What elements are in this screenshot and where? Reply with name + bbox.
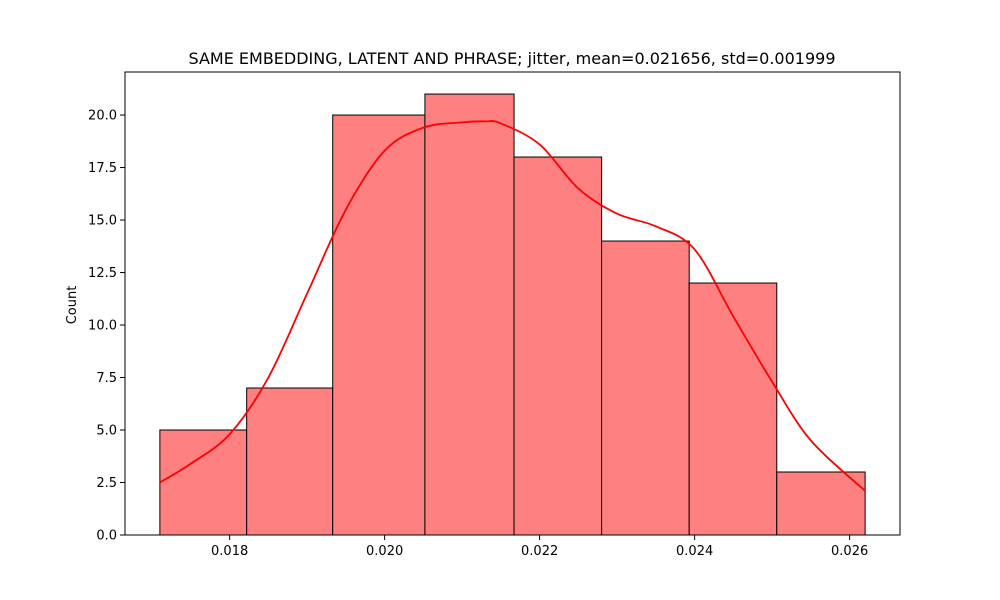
histogram-bar xyxy=(159,429,248,536)
y-tick-label: 7.5 xyxy=(96,371,117,386)
histogram-bar xyxy=(246,387,334,536)
histogram-bar xyxy=(513,156,603,536)
y-tick-label: 5.0 xyxy=(96,424,117,439)
x-tick-label: 0.022 xyxy=(521,544,558,559)
y-axis-ticks: 0.0 2.5 5.0 7.5 10.0 12.5 15.0 17.5 20.0 xyxy=(88,109,125,544)
y-axis-label: Count xyxy=(65,286,80,325)
chart-title: SAME EMBEDDING, LATENT AND PHRASE; jitte… xyxy=(189,49,836,68)
histogram-bar xyxy=(601,240,690,536)
y-tick-label: 12.5 xyxy=(88,266,117,281)
x-tick-label: 0.018 xyxy=(211,544,248,559)
x-tick-label: 0.024 xyxy=(676,544,713,559)
histogram-bar xyxy=(332,114,426,536)
y-tick-label: 20.0 xyxy=(88,109,117,124)
y-tick-label: 17.5 xyxy=(88,161,117,176)
histogram-bar xyxy=(776,471,866,536)
x-axis-ticks: 0.018 0.020 0.022 0.024 0.026 xyxy=(211,535,868,559)
y-tick-label: 15.0 xyxy=(88,214,117,229)
kde-line xyxy=(159,120,866,492)
x-tick-label: 0.020 xyxy=(366,544,403,559)
y-tick-label: 10.0 xyxy=(88,319,117,334)
y-tick-label: 2.5 xyxy=(96,476,117,491)
y-tick-label: 0.0 xyxy=(96,529,117,544)
plot-frame xyxy=(124,71,901,536)
bars-group xyxy=(159,93,866,536)
histogram-bar xyxy=(424,93,515,536)
x-tick-label: 0.026 xyxy=(831,544,868,559)
histogram-bar xyxy=(688,282,778,536)
